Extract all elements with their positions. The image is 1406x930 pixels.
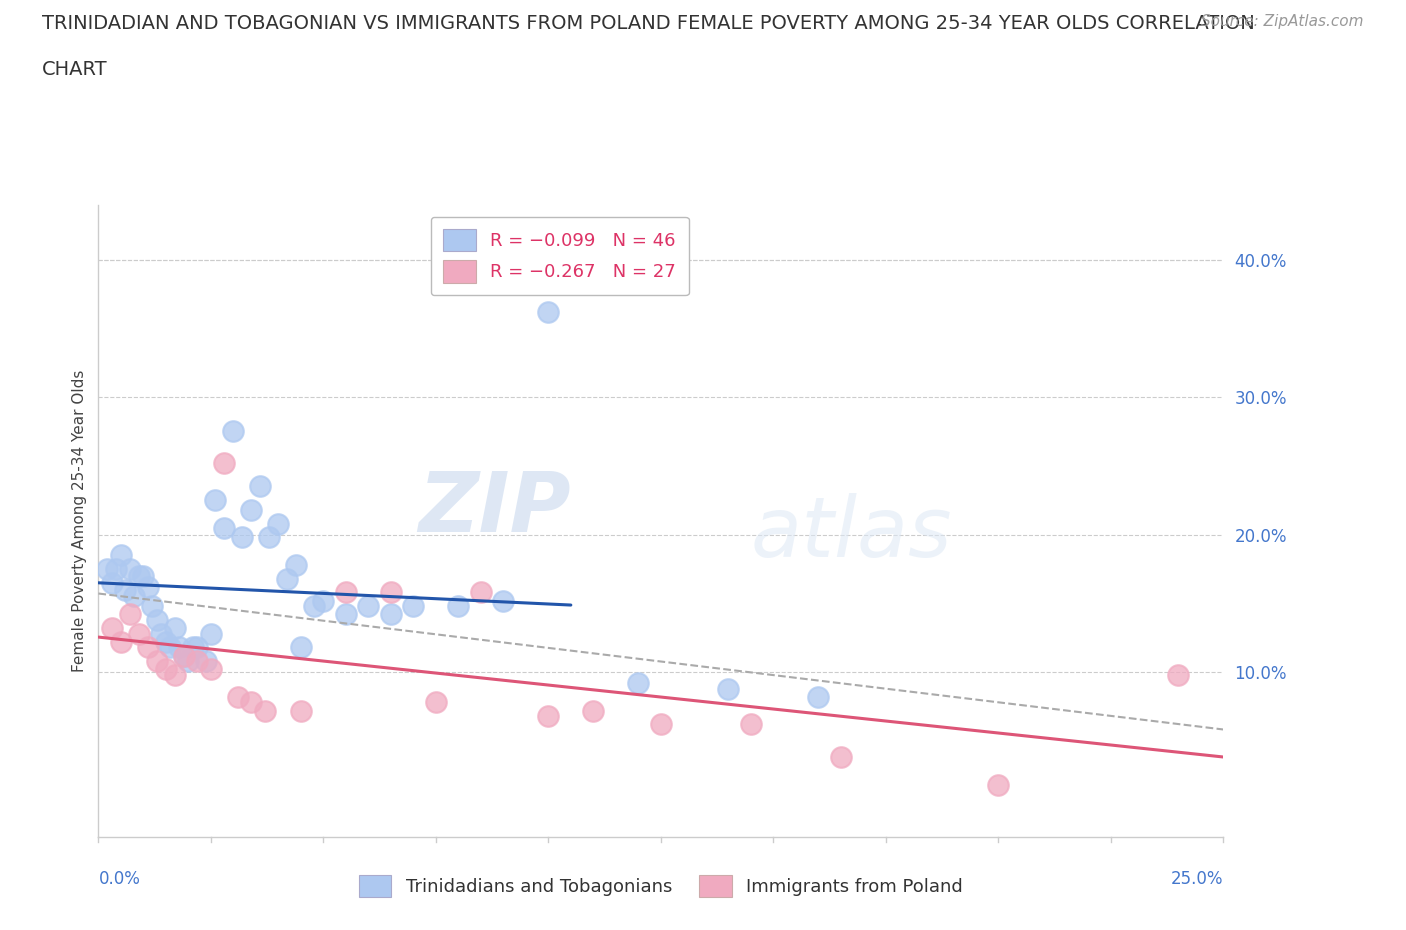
Point [335, 585, 357, 600]
Point [128, 626, 150, 641]
Point [173, 648, 195, 663]
Text: atlas: atlas [751, 493, 952, 574]
Point [169, 640, 191, 655]
Point [226, 689, 249, 704]
Point [537, 709, 560, 724]
Text: 25.0%: 25.0% [1171, 870, 1223, 887]
Point [163, 620, 186, 635]
Point [159, 640, 181, 655]
Point [150, 626, 173, 641]
Point [290, 640, 312, 655]
Point [240, 695, 263, 710]
Point [717, 681, 740, 696]
Point [830, 750, 852, 764]
Text: CHART: CHART [42, 60, 108, 79]
Point [537, 304, 560, 319]
Point [447, 599, 470, 614]
Point [136, 640, 159, 655]
Point [136, 579, 159, 594]
Point [132, 568, 155, 583]
Point [425, 695, 447, 710]
Point [128, 568, 150, 583]
Text: ZIP: ZIP [418, 468, 571, 549]
Point [253, 703, 276, 718]
Point [285, 557, 308, 572]
Point [186, 654, 208, 669]
Point [114, 582, 136, 597]
Point [101, 620, 124, 635]
Point [96, 562, 118, 577]
Point [259, 530, 281, 545]
Point [222, 424, 245, 439]
Point [186, 640, 208, 655]
Point [987, 777, 1010, 792]
Text: Source: ZipAtlas.com: Source: ZipAtlas.com [1201, 14, 1364, 29]
Point [312, 593, 335, 608]
Legend: Trinidadians and Tobagonians, Immigrants from Poland: Trinidadians and Tobagonians, Immigrants… [352, 868, 970, 904]
Text: TRINIDADIAN AND TOBAGONIAN VS IMMIGRANTS FROM POLAND FEMALE POVERTY AMONG 25-34 : TRINIDADIAN AND TOBAGONIAN VS IMMIGRANTS… [42, 14, 1256, 33]
Point [124, 589, 146, 604]
Point [118, 562, 141, 577]
Point [231, 530, 253, 545]
Point [249, 479, 271, 494]
Point [304, 599, 326, 614]
Point [141, 599, 163, 614]
Point [240, 502, 263, 517]
Point [357, 599, 380, 614]
Point [492, 593, 515, 608]
Point [380, 607, 402, 622]
Point [214, 520, 236, 535]
Point [181, 640, 204, 655]
Point [110, 634, 132, 649]
Y-axis label: Female Poverty Among 25-34 Year Olds: Female Poverty Among 25-34 Year Olds [72, 369, 87, 672]
Point [402, 599, 425, 614]
Point [470, 585, 492, 600]
Point [204, 493, 226, 508]
Point [155, 662, 177, 677]
Point [105, 562, 128, 577]
Point [173, 648, 195, 663]
Point [163, 668, 186, 683]
Point [195, 654, 218, 669]
Text: 0.0%: 0.0% [98, 870, 141, 887]
Point [110, 548, 132, 563]
Point [380, 585, 402, 600]
Point [582, 703, 605, 718]
Point [627, 675, 650, 690]
Point [200, 626, 222, 641]
Point [200, 662, 222, 677]
Point [214, 456, 236, 471]
Point [335, 607, 357, 622]
Point [740, 717, 762, 732]
Point [146, 612, 169, 627]
Point [290, 703, 312, 718]
Point [807, 689, 830, 704]
Point [276, 571, 298, 586]
Point [177, 654, 200, 669]
Point [1167, 668, 1189, 683]
Point [267, 516, 290, 531]
Point [650, 717, 672, 732]
Point [155, 634, 177, 649]
Point [101, 576, 124, 591]
Point [146, 654, 169, 669]
Point [118, 607, 141, 622]
